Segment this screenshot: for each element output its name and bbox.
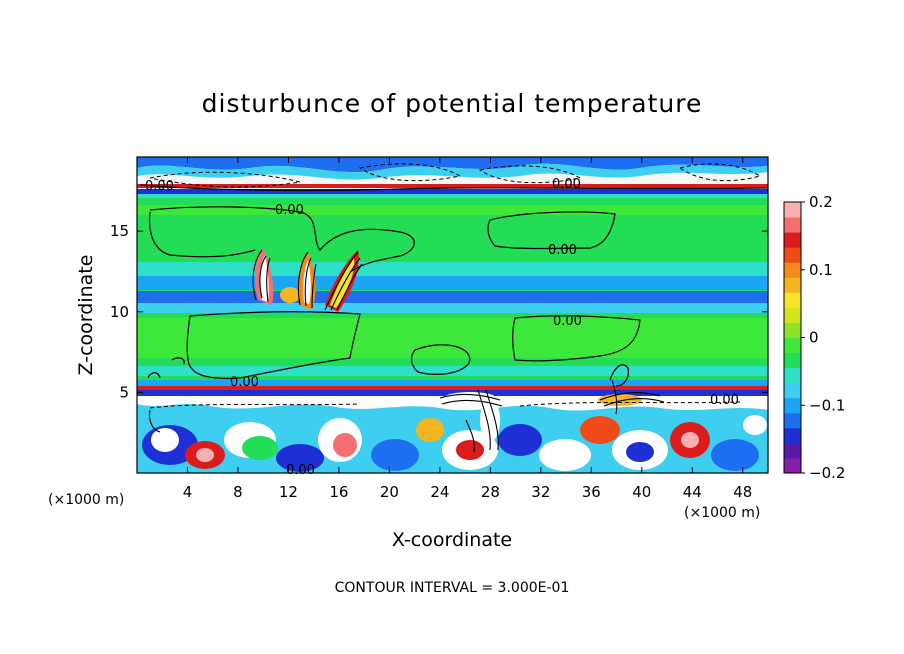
- dashed-contours: [149, 163, 762, 409]
- colorbar-swatch: [784, 322, 801, 338]
- chart-title: disturbunce of potential temperature: [202, 89, 703, 118]
- colorbar-swatch: [784, 412, 801, 429]
- colorbar-tick-label: 0.1: [809, 261, 833, 279]
- colorbar-swatch: [784, 217, 801, 233]
- contour-label: 0.00: [553, 314, 582, 329]
- y-axis-title: Z-coordinate: [75, 255, 97, 376]
- x-tick-label: 32: [531, 483, 550, 501]
- colorbar-swatch: [784, 232, 801, 248]
- contour-label: 0.00: [710, 393, 739, 408]
- top-band-red: [137, 184, 768, 188]
- x-tick-label: 36: [582, 483, 601, 501]
- plot-frame: [136, 156, 769, 474]
- colorbar-swatch: [784, 352, 801, 369]
- stripe-sky: [137, 276, 768, 290]
- x-tick-label: 4: [183, 483, 193, 501]
- stripe-cyan-lower: [137, 303, 768, 313]
- stripe-blue-mid: [137, 291, 768, 303]
- x-axis: 4 8 12 16 20 24 28 32 36 40 44 48: [183, 157, 752, 501]
- colorbar: 0.2 0.1 0 −0.1 −0.2: [783, 193, 845, 482]
- x-axis-title: X-coordinate: [392, 529, 512, 551]
- top-layer-cyan: [137, 163, 768, 180]
- colorbar-swatch: [784, 367, 801, 384]
- y-axis: 5 10 15: [110, 222, 768, 401]
- contour-interval-note: CONTOUR INTERVAL = 3.000E-01: [335, 580, 570, 596]
- colorbar-tick-label: −0.2: [809, 464, 845, 482]
- colorbar-swatch: [784, 427, 801, 444]
- x-tick-label: 24: [430, 483, 449, 501]
- x-tick-label: 20: [380, 483, 399, 501]
- top-band-cyan: [137, 194, 768, 198]
- top-layer-blue: [137, 157, 768, 173]
- y-tick-label: 15: [110, 222, 129, 240]
- colorbar-swatch: [784, 337, 801, 354]
- contour-label: 0.00: [552, 177, 581, 192]
- colorbar-swatch: [784, 202, 801, 218]
- stripe-light-2: [137, 318, 768, 358]
- x-tick-label: 12: [279, 483, 298, 501]
- top-band-blue: [137, 189, 768, 194]
- contour-label: 0.00: [145, 179, 174, 194]
- x-tick-label: 28: [481, 483, 500, 501]
- contour-label: 0.00: [275, 203, 304, 218]
- contour-lines: [139, 184, 768, 387]
- stripe-blue-low: [137, 380, 768, 386]
- colorbar-swatch: [784, 277, 801, 293]
- colorbar-swatch: [784, 292, 801, 308]
- y-tick-label: 5: [119, 383, 129, 401]
- stripe-navy-low: [137, 390, 768, 396]
- x-unit-label: (×1000 m): [684, 505, 760, 521]
- colorbar-swatch: [784, 262, 801, 278]
- dense-contour-clusters: [148, 249, 665, 453]
- temperature-field: [137, 157, 768, 473]
- colorbar-tick-label: −0.1: [809, 396, 845, 414]
- x-tick-label: 40: [632, 483, 651, 501]
- x-tick-label: 16: [329, 483, 348, 501]
- contour-label: 0.00: [230, 375, 259, 390]
- colorbar-swatch: [784, 442, 801, 459]
- stripe-light-1: [137, 205, 768, 215]
- turbulent-eddies: [142, 415, 767, 472]
- updraft-plumes: [255, 248, 359, 312]
- y-tick-label: 10: [110, 303, 129, 321]
- contour-labels: 0.00 0.00 0.00 0.00 0.00 0.00 0.00 0.00: [145, 177, 739, 478]
- colorbar-swatch: [784, 397, 801, 414]
- stripe-red-low: [137, 386, 768, 390]
- colorbar-swatch: [784, 247, 801, 263]
- x-tick-label: 48: [733, 483, 752, 501]
- colorbar-tick-label: 0.2: [809, 193, 833, 211]
- colorbar-swatch: [784, 382, 801, 399]
- x-tick-label: 44: [683, 483, 702, 501]
- colorbar-swatch: [784, 457, 801, 474]
- contour-label: 0.00: [548, 243, 577, 258]
- stripe-cyan-3: [137, 366, 768, 376]
- colorbar-swatch: [784, 307, 801, 323]
- stripe-cyan-upper: [137, 262, 768, 276]
- contour-label: 0.00: [286, 463, 315, 478]
- colorbar-tick-label: 0: [809, 329, 819, 347]
- x-tick-label: 8: [233, 483, 243, 501]
- y-unit-label: (×1000 m): [48, 492, 124, 508]
